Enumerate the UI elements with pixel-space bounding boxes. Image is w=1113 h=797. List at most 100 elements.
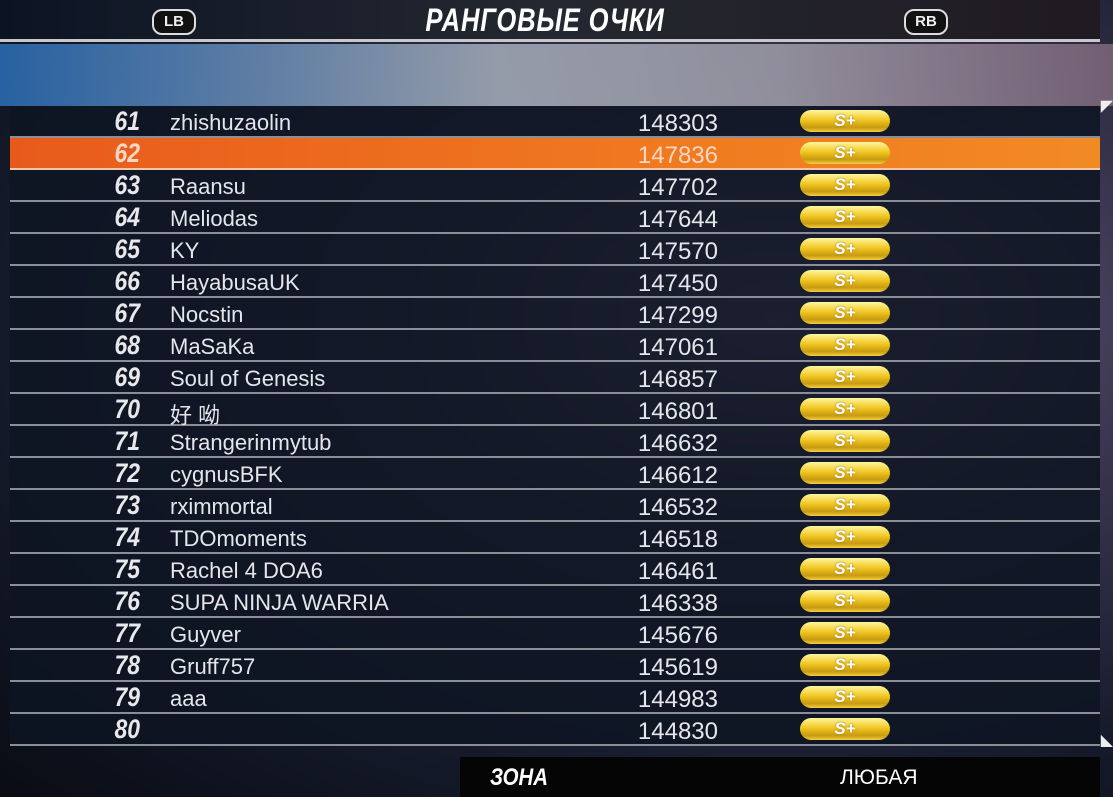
grade-badge: S+ [800, 142, 890, 164]
leaderboard-row[interactable]: 62 147836 S+ [10, 138, 1100, 170]
player-name: HayabusaUK [170, 270, 300, 295]
grade-badge: S+ [800, 558, 890, 580]
rb-button[interactable]: RB [904, 9, 948, 35]
rank: 68 [114, 330, 140, 360]
leaderboard-row[interactable]: 77 Guyver 145676 S+ [10, 618, 1100, 650]
leaderboard-row[interactable]: 63 Raansu 147702 S+ [10, 170, 1100, 202]
rank-points: 147836 [637, 142, 718, 169]
grade-badge: S+ [800, 238, 890, 260]
rank: 74 [114, 522, 140, 552]
player-name: aaa [170, 686, 207, 711]
rank: 69 [114, 362, 140, 392]
grade-badge: S+ [800, 526, 890, 548]
grade-badge: S+ [800, 686, 890, 708]
rank-points: 147299 [637, 302, 718, 329]
rank: 65 [114, 234, 140, 264]
player-name: 好 呦 [170, 403, 221, 428]
player-name: MaSaKa [170, 334, 255, 359]
rank: 64 [114, 202, 140, 232]
lb-button[interactable]: LB [152, 9, 196, 35]
grade-badge: S+ [800, 494, 890, 516]
rank-points: 147702 [637, 174, 718, 201]
rank-points: 146612 [637, 462, 718, 489]
rank-points: 144830 [637, 718, 718, 745]
leaderboard-row[interactable]: 66 HayabusaUK 147450 S+ [10, 266, 1100, 298]
rank-points: 146632 [637, 430, 718, 457]
grade-badge: S+ [800, 718, 890, 740]
leaderboard-row[interactable]: 70 好 呦 146801 S+ [10, 394, 1100, 428]
rank-points: 147450 [637, 270, 718, 297]
leaderboard-row[interactable]: 65 KY 147570 S+ [10, 234, 1100, 266]
player-name: zhishuzaolin [170, 110, 292, 135]
rank: 73 [114, 490, 140, 520]
grade-badge: S+ [800, 654, 890, 676]
player-name: Gruff757 [170, 654, 256, 679]
page-title: РАНГОВЫЕ ОЧКИ [425, 2, 665, 38]
rank-points: 145676 [637, 622, 718, 649]
zone-filter[interactable]: ЗОНА ЛЮБАЯ [460, 757, 1100, 797]
leaderboard-row[interactable]: 61 zhishuzaolin 148303 S+ [10, 106, 1100, 138]
grade-badge: S+ [800, 206, 890, 228]
grade-badge: S+ [800, 334, 890, 356]
player-name: TDOmoments [170, 526, 307, 551]
zone-label: ЗОНА [490, 764, 548, 791]
leaderboard-row[interactable]: 75 Rachel 4 DOA6 146461 S+ [10, 554, 1100, 586]
rank-points: 145619 [637, 654, 718, 681]
grade-badge: S+ [800, 430, 890, 452]
rank-points: 146857 [637, 366, 718, 393]
rank-points: 146518 [637, 526, 718, 553]
player-name: SUPA NINJA WARRIA [170, 590, 389, 615]
leaderboard-row[interactable]: 64 Meliodas 147644 S+ [10, 202, 1100, 234]
rank: 77 [114, 618, 140, 648]
leaderboard-row[interactable]: 73 rximmortal 146532 S+ [10, 490, 1100, 522]
player-name: Guyver [170, 622, 241, 647]
rank: 72 [114, 458, 140, 488]
leaderboard-row[interactable]: 72 cygnusBFK 146612 S+ [10, 458, 1100, 490]
player-name: Meliodas [170, 206, 259, 231]
player-name: Soul of Genesis [170, 366, 326, 391]
scroll-up-arrow-icon[interactable]: ◤ [1100, 98, 1113, 115]
rank: 79 [114, 682, 140, 712]
leaderboard-row[interactable]: 71 Strangerinmytub 146632 S+ [10, 426, 1100, 458]
rank-points: 147061 [637, 334, 718, 361]
leaderboard-row[interactable]: 78 Gruff757 145619 S+ [10, 650, 1100, 682]
leaderboard-row[interactable]: 80 144830 S+ [10, 714, 1100, 746]
background-banner [0, 44, 1113, 106]
zone-value[interactable]: ЛЮБАЯ [840, 766, 918, 789]
player-name: rximmortal [170, 494, 273, 519]
rank: 80 [114, 714, 140, 744]
rank-points: 146801 [637, 398, 718, 425]
player-name: Nocstin [170, 302, 244, 327]
rank: 75 [114, 554, 140, 584]
rank: 70 [114, 394, 140, 424]
grade-badge: S+ [800, 270, 890, 292]
rank: 63 [114, 170, 140, 200]
grade-badge: S+ [800, 398, 890, 420]
player-name: cygnusBFK [170, 462, 283, 487]
rank: 67 [114, 298, 140, 328]
player-name: KY [170, 238, 200, 263]
leaderboard-row[interactable]: 69 Soul of Genesis 146857 S+ [10, 362, 1100, 394]
grade-badge: S+ [800, 622, 890, 644]
rank: 78 [114, 650, 140, 680]
rank: 71 [114, 426, 140, 456]
player-name: Rachel 4 DOA6 [170, 558, 323, 583]
leaderboard-row[interactable]: 68 MaSaKa 147061 S+ [10, 330, 1100, 362]
scroll-down-arrow-icon[interactable]: ◣ [1100, 732, 1113, 749]
rank-points: 148303 [637, 110, 718, 137]
rank-points: 146532 [637, 494, 718, 521]
grade-badge: S+ [800, 302, 890, 324]
rank-points: 147570 [637, 238, 718, 265]
leaderboard-list: 61 zhishuzaolin 148303 S+ 62 147836 S+ 63 … [10, 106, 1100, 746]
grade-badge: S+ [800, 366, 890, 388]
header-bar: LB РАНГОВЫЕ ОЧКИ RB [0, 0, 1100, 42]
grade-badge: S+ [800, 590, 890, 612]
leaderboard-row[interactable]: 76 SUPA NINJA WARRIA 146338 S+ [10, 586, 1100, 618]
rank-points: 144983 [637, 686, 718, 713]
leaderboard-row[interactable]: 74 TDOmoments 146518 S+ [10, 522, 1100, 554]
leaderboard-row[interactable]: 67 Nocstin 147299 S+ [10, 298, 1100, 330]
rank: 66 [114, 266, 140, 296]
rank: 62 [114, 138, 140, 168]
rank: 76 [114, 586, 140, 616]
leaderboard-row[interactable]: 79 aaa 144983 S+ [10, 682, 1100, 714]
